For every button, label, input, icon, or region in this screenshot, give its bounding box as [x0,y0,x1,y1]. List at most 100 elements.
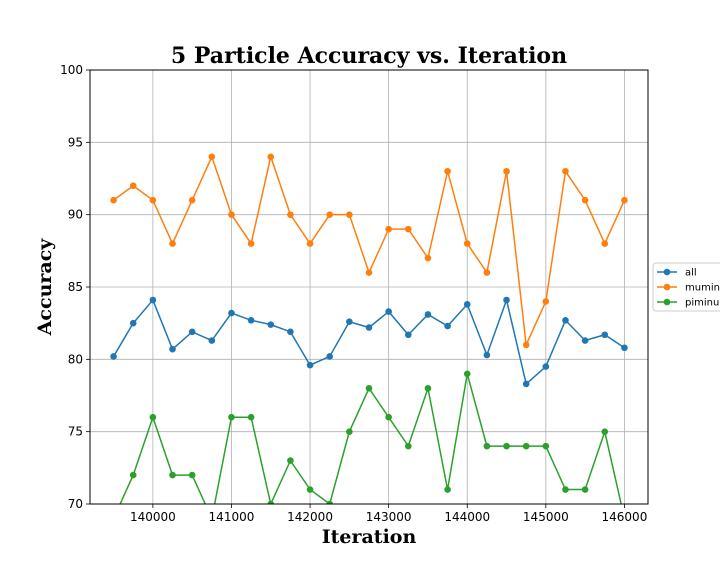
data-point-mumin [483,269,491,276]
data-point-all [346,318,353,326]
y-tick-label: 75 [68,425,83,439]
data-point-all [365,324,373,331]
data-point-mumin [110,196,117,204]
data-point-mumin [562,167,569,175]
legend-label-mumin: mumin [685,283,720,294]
data-point-all [503,296,510,304]
data-point-mumin [444,167,451,175]
data-point-piminu [149,413,157,421]
legend-marker-all [663,268,671,276]
x-tick-label: 146000 [602,510,648,524]
series-line-mumin [113,154,626,348]
data-point-mumin [542,298,550,305]
data-point-all [621,344,628,352]
data-point-piminu [424,384,432,392]
data-point-all [188,328,196,336]
data-point-piminu [169,471,176,479]
data-point-all [385,308,392,315]
x-axis-label: Iteration [322,526,417,548]
data-point-mumin [188,196,196,204]
data-point-piminu [463,370,471,378]
data-point-mumin [463,240,471,247]
data-point-all [424,311,432,318]
data-point-piminu [444,486,451,493]
data-point-mumin [169,240,176,247]
data-point-all [326,353,334,360]
legend-label-all: all [685,268,697,279]
data-point-all [208,337,216,344]
chart-title: 5 Particle Accuracy vs. Iteration [171,43,567,69]
y-tick-label: 80 [68,352,83,366]
data-point-piminu [228,413,235,421]
data-point-all [306,361,314,369]
data-point-mumin [287,211,294,218]
series-piminu [119,370,622,504]
axis-ticks: 140000 141000 142000 143000 144000 145000 1460… [60,63,647,524]
x-tick-label: 140000 [130,510,176,524]
data-point-all [444,322,451,330]
data-point-piminu [404,442,412,450]
series-line-all [112,297,625,386]
data-point-piminu [581,486,589,493]
y-tick-label: 70 [68,497,83,511]
data-point-mumin [149,196,157,204]
data-point-mumin [601,240,609,247]
data-point-mumin [208,153,216,161]
data-point-piminu [287,457,294,464]
data-point-all [522,380,530,388]
y-tick-label: 95 [68,135,83,149]
data-point-mumin [424,254,432,262]
data-point-piminu [346,428,353,435]
data-point-mumin [129,182,137,190]
data-point-all [562,316,569,324]
y-tick-label: 85 [68,280,83,294]
data-point-mumin [404,225,412,233]
data-point-piminu [483,442,491,450]
data-point-mumin [228,211,235,218]
data-point-all [149,296,157,304]
y-axis-label: Accuracy [34,238,56,337]
grid [90,69,648,505]
data-point-piminu [306,486,314,493]
data-point-mumin [503,167,510,175]
data-point-mumin [581,196,589,204]
data-point-piminu [385,413,392,421]
data-point-all [542,363,550,370]
data-point-piminu [601,428,609,435]
legend: all mumin piminu [652,262,720,312]
data-point-mumin [346,211,353,218]
data-point-mumin [621,196,628,204]
data-point-all [169,345,176,353]
data-point-all [287,328,294,336]
data-point-piminu [562,486,569,493]
x-tick-label: 144000 [444,510,490,524]
data-point-all [247,316,255,324]
data-point-piminu [503,442,510,450]
data-point-piminu [129,471,137,479]
data-point-piminu [542,442,550,450]
data-point-all [404,331,412,339]
data-point-mumin [267,153,275,161]
data-point-all [228,309,235,317]
data-point-piminu [365,384,373,392]
data-point-all [581,337,589,344]
data-point-all [129,319,137,327]
data-point-all [463,301,471,308]
data-point-all [267,321,275,328]
data-point-mumin [306,240,314,247]
data-point-mumin [326,211,334,218]
x-tick-label: 142000 [287,510,333,524]
data-point-piminu [326,500,334,504]
data-point-mumin [385,225,392,233]
data-point-all [110,353,117,360]
legend-box [652,262,720,312]
legend-label-piminu: piminu [685,298,719,309]
data-point-mumin [522,341,530,349]
data-point-piminu [247,413,255,421]
series-mumin [110,153,628,349]
data-point-piminu [188,471,196,479]
data-point-piminu [522,442,530,450]
data-point-piminu [267,500,275,504]
series-layer [110,153,628,504]
